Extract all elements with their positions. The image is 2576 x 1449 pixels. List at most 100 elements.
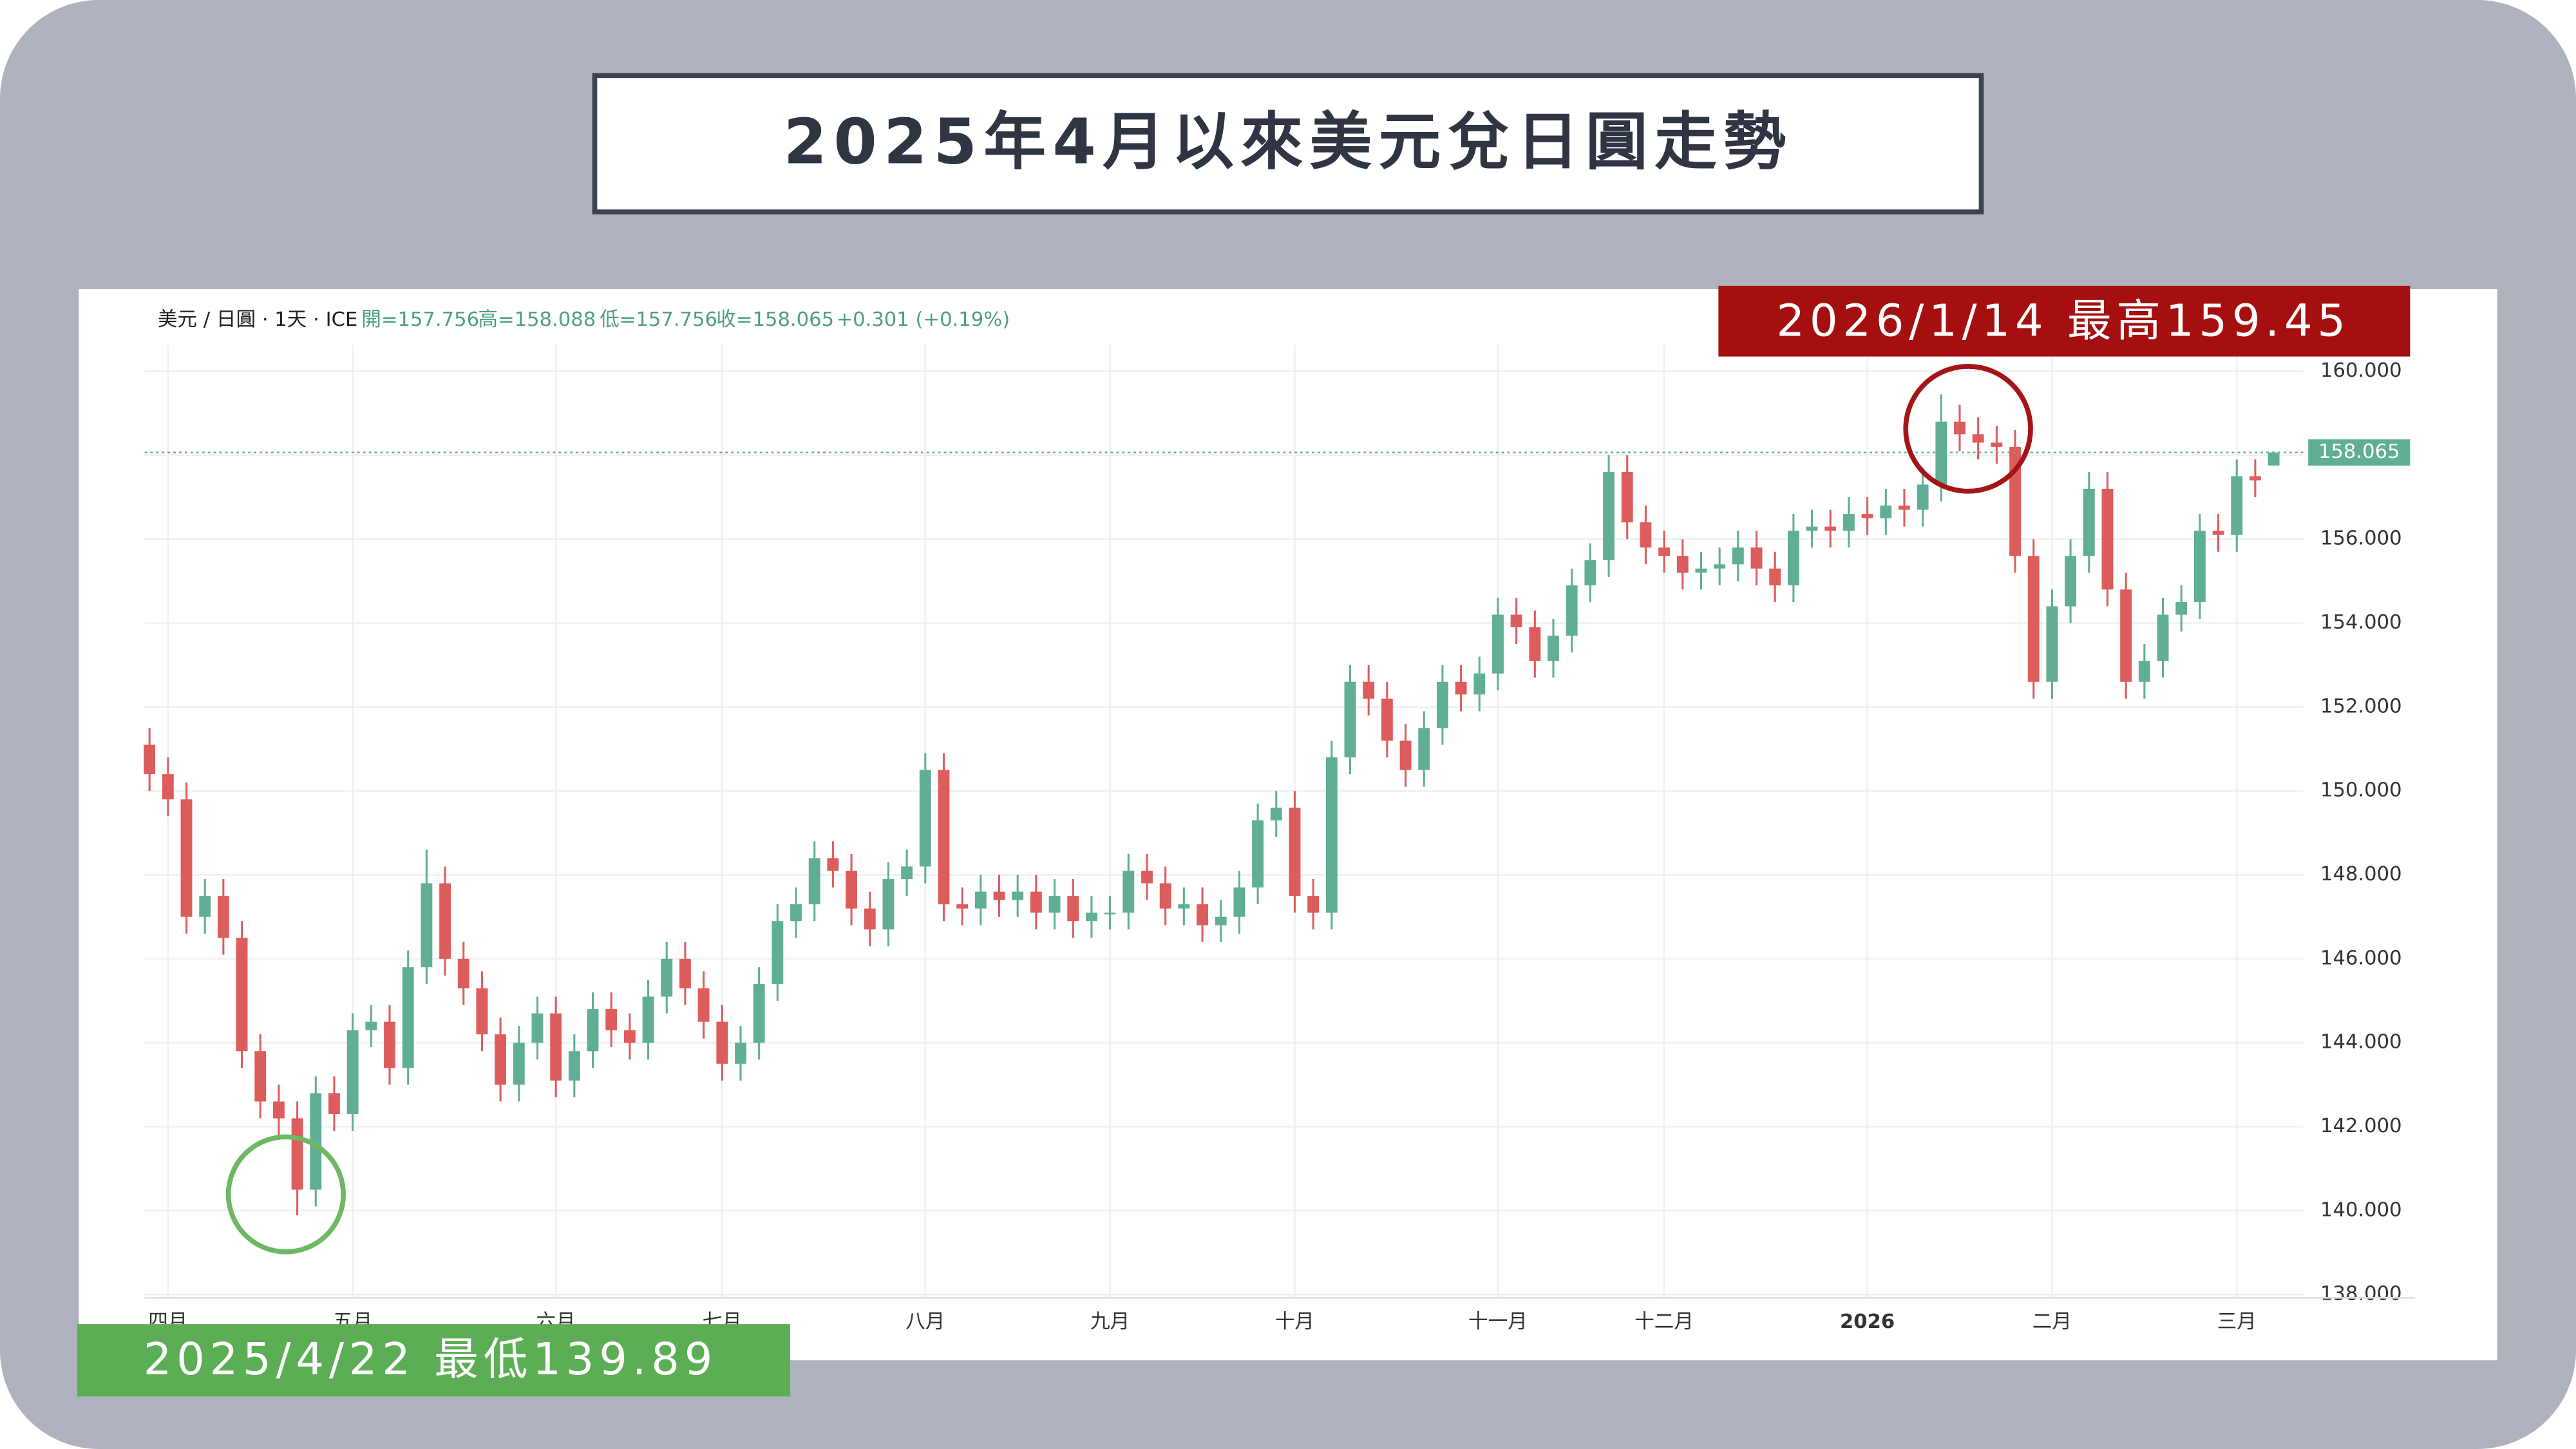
y-tick-label: 156.000 [2320, 527, 2402, 550]
high-label: 高=158.088 [478, 308, 596, 331]
candle-body [1750, 547, 1763, 569]
candle-body [772, 921, 784, 984]
candle-body [2249, 476, 2261, 480]
y-tick-label: 142.000 [2320, 1115, 2402, 1137]
chart-panel [79, 289, 2497, 1361]
candle-body [531, 1013, 544, 1043]
candle-body [328, 1093, 340, 1114]
candle-body [1714, 564, 1726, 569]
candle-body [1695, 568, 1707, 573]
candle-body [1270, 808, 1282, 820]
candle-body [1381, 698, 1393, 741]
candle-body [697, 988, 710, 1022]
candle-body [1012, 891, 1024, 900]
y-tick-label: 146.000 [2320, 947, 2402, 969]
candle-body [864, 908, 876, 930]
candle-body [1086, 913, 1097, 922]
candle-body [1436, 681, 1448, 728]
candle-body [291, 1118, 303, 1190]
candle-body [384, 1021, 395, 1068]
candle-body [679, 958, 691, 989]
candle-body [2065, 556, 2077, 607]
candle-body [2138, 661, 2150, 682]
candle-body [1548, 636, 1559, 661]
x-tick-label: 十二月 [1634, 1311, 1694, 1333]
high-annotation-box [1718, 285, 2410, 357]
candle-body [901, 866, 913, 880]
candle-body [938, 770, 950, 905]
candle-body [1363, 681, 1375, 699]
candle-body [716, 1021, 728, 1064]
candle-body [1159, 883, 1171, 909]
candle-body [1529, 627, 1541, 661]
high-circle [1903, 364, 2033, 494]
y-tick-label: 144.000 [2320, 1031, 2402, 1054]
change-label: +0.301 (+0.19%) [836, 308, 1010, 331]
candle-body [1048, 896, 1061, 913]
candle-body [2027, 556, 2040, 682]
candle-body [1991, 442, 2003, 447]
candle-body [587, 1009, 599, 1052]
candle-body [919, 770, 931, 867]
candle-body [1917, 484, 1929, 510]
candle-body [1104, 913, 1116, 914]
candle-body [1289, 808, 1301, 896]
symbol-label: 美元 / 日圓 · 1天 · ICE [158, 308, 357, 331]
candle-body [846, 871, 858, 909]
candle-body [457, 958, 469, 989]
low-annotation-box [77, 1324, 791, 1397]
candle-body [1954, 421, 1965, 435]
candle-body [162, 774, 174, 800]
candle-body [735, 1043, 746, 1064]
candle-body [2212, 531, 2224, 535]
last-price-box [2308, 439, 2410, 466]
last-price-label: 158.065 [2318, 440, 2400, 463]
candle-body [144, 744, 156, 775]
candle-body [827, 858, 839, 871]
candle-body [1640, 522, 1652, 548]
candle-body [1621, 471, 1633, 523]
candle-body [2193, 531, 2206, 602]
candle-body [882, 879, 895, 930]
candle-body [2120, 589, 2132, 682]
candle-body [1658, 547, 1671, 556]
candle-body [439, 883, 451, 959]
x-tick-label: 八月 [905, 1311, 945, 1333]
candle-body [623, 1030, 636, 1043]
title-box [592, 73, 1984, 214]
x-tick-label: 十一月 [1468, 1311, 1528, 1333]
candle-body [661, 958, 673, 997]
candle-body [605, 1009, 618, 1030]
candle-body [495, 1034, 507, 1085]
chart-title: 2025年4月以來美元兌日圓走勢 [784, 105, 1793, 178]
high-annotation: 2026/1/14 最高159.45 [1776, 296, 2350, 347]
candle-body [1307, 896, 1320, 913]
candle-body [217, 896, 229, 938]
candle-body [753, 983, 765, 1043]
candle-body [1769, 568, 1781, 585]
candle-body [993, 891, 1005, 900]
y-tick-label: 148.000 [2320, 863, 2402, 886]
candle-body [1861, 514, 1873, 518]
x-tick-label: 二月 [2032, 1311, 2072, 1333]
candle-body [1880, 506, 1892, 518]
candle-body [1492, 614, 1504, 674]
candle-body [272, 1101, 285, 1119]
open-label: 開=157.756 [361, 308, 479, 331]
candle-body [1806, 526, 1818, 531]
candle-body [1935, 421, 1947, 485]
candle-body [1676, 556, 1689, 573]
candle-body [956, 904, 969, 909]
candle-body [2231, 476, 2243, 535]
candle-body [2083, 488, 2095, 556]
candle-body [1732, 547, 1744, 565]
candle-body [346, 1030, 359, 1114]
candle-body [1344, 681, 1356, 758]
candle-body [1030, 891, 1042, 913]
candle-body [1787, 531, 1799, 585]
candle-body [550, 1013, 562, 1081]
candle-body [2268, 452, 2280, 466]
low-annotation: 2025/4/22 最低139.89 [144, 1334, 717, 1385]
candle-body [1972, 434, 1984, 443]
candle-body [1899, 506, 1910, 510]
